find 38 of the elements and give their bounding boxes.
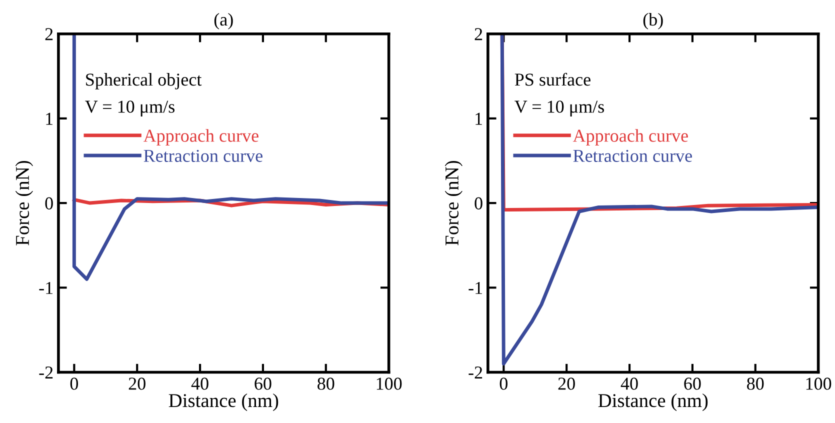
x-tick-label: 20 [128,378,146,390]
x-tick-label: 0 [500,378,508,390]
x-tick-label: 40 [191,378,208,390]
line-series [72,34,389,281]
legend-label: Approach curve [143,129,258,146]
y-tick-label: 0 [474,197,482,210]
chart-title: (a) [214,12,233,30]
annotation: Spherical object [86,73,202,90]
legend-label: Approach curve [572,129,688,146]
y-tick-label: -2 [39,366,53,379]
x-tick-label: 60 [684,378,701,390]
legend-label: Retraction curve [144,150,262,162]
x-tick-label: 40 [620,378,638,390]
x-tick-label: 20 [558,378,575,390]
y-axis-title: Force (nN) [15,160,33,246]
y-tick-label: -2 [468,366,482,379]
x-tick-label: 100 [376,378,402,390]
x-tick-label: 80 [747,378,764,390]
y-tick-label: 2 [45,28,53,40]
y-tick-label: 1 [46,112,53,125]
y-tick-label: 1 [476,112,482,125]
x-tick-label: 80 [318,378,334,390]
y-axis-title: Force (nN) [444,160,462,246]
y-tick-label: -1 [39,282,53,294]
x-tick-label: 0 [70,378,78,390]
y-tick-label: -1 [468,282,482,294]
y-tick-label: 2 [474,28,482,40]
x-tick-label: 60 [254,378,272,390]
annotation: V = 10 μm/s [514,100,604,116]
legend-label: Retraction curve [573,150,692,162]
x-axis-title: Distance (nm) [168,393,278,412]
y-tick-label: 0 [45,197,53,210]
chart-title: (b) [643,12,663,30]
line-series [500,34,818,366]
annotation: V = 10 μm/s [85,100,174,116]
annotation: PS surface [514,72,590,86]
x-tick-label: 100 [806,378,832,390]
x-axis-title: Distance (nm) [598,393,708,412]
